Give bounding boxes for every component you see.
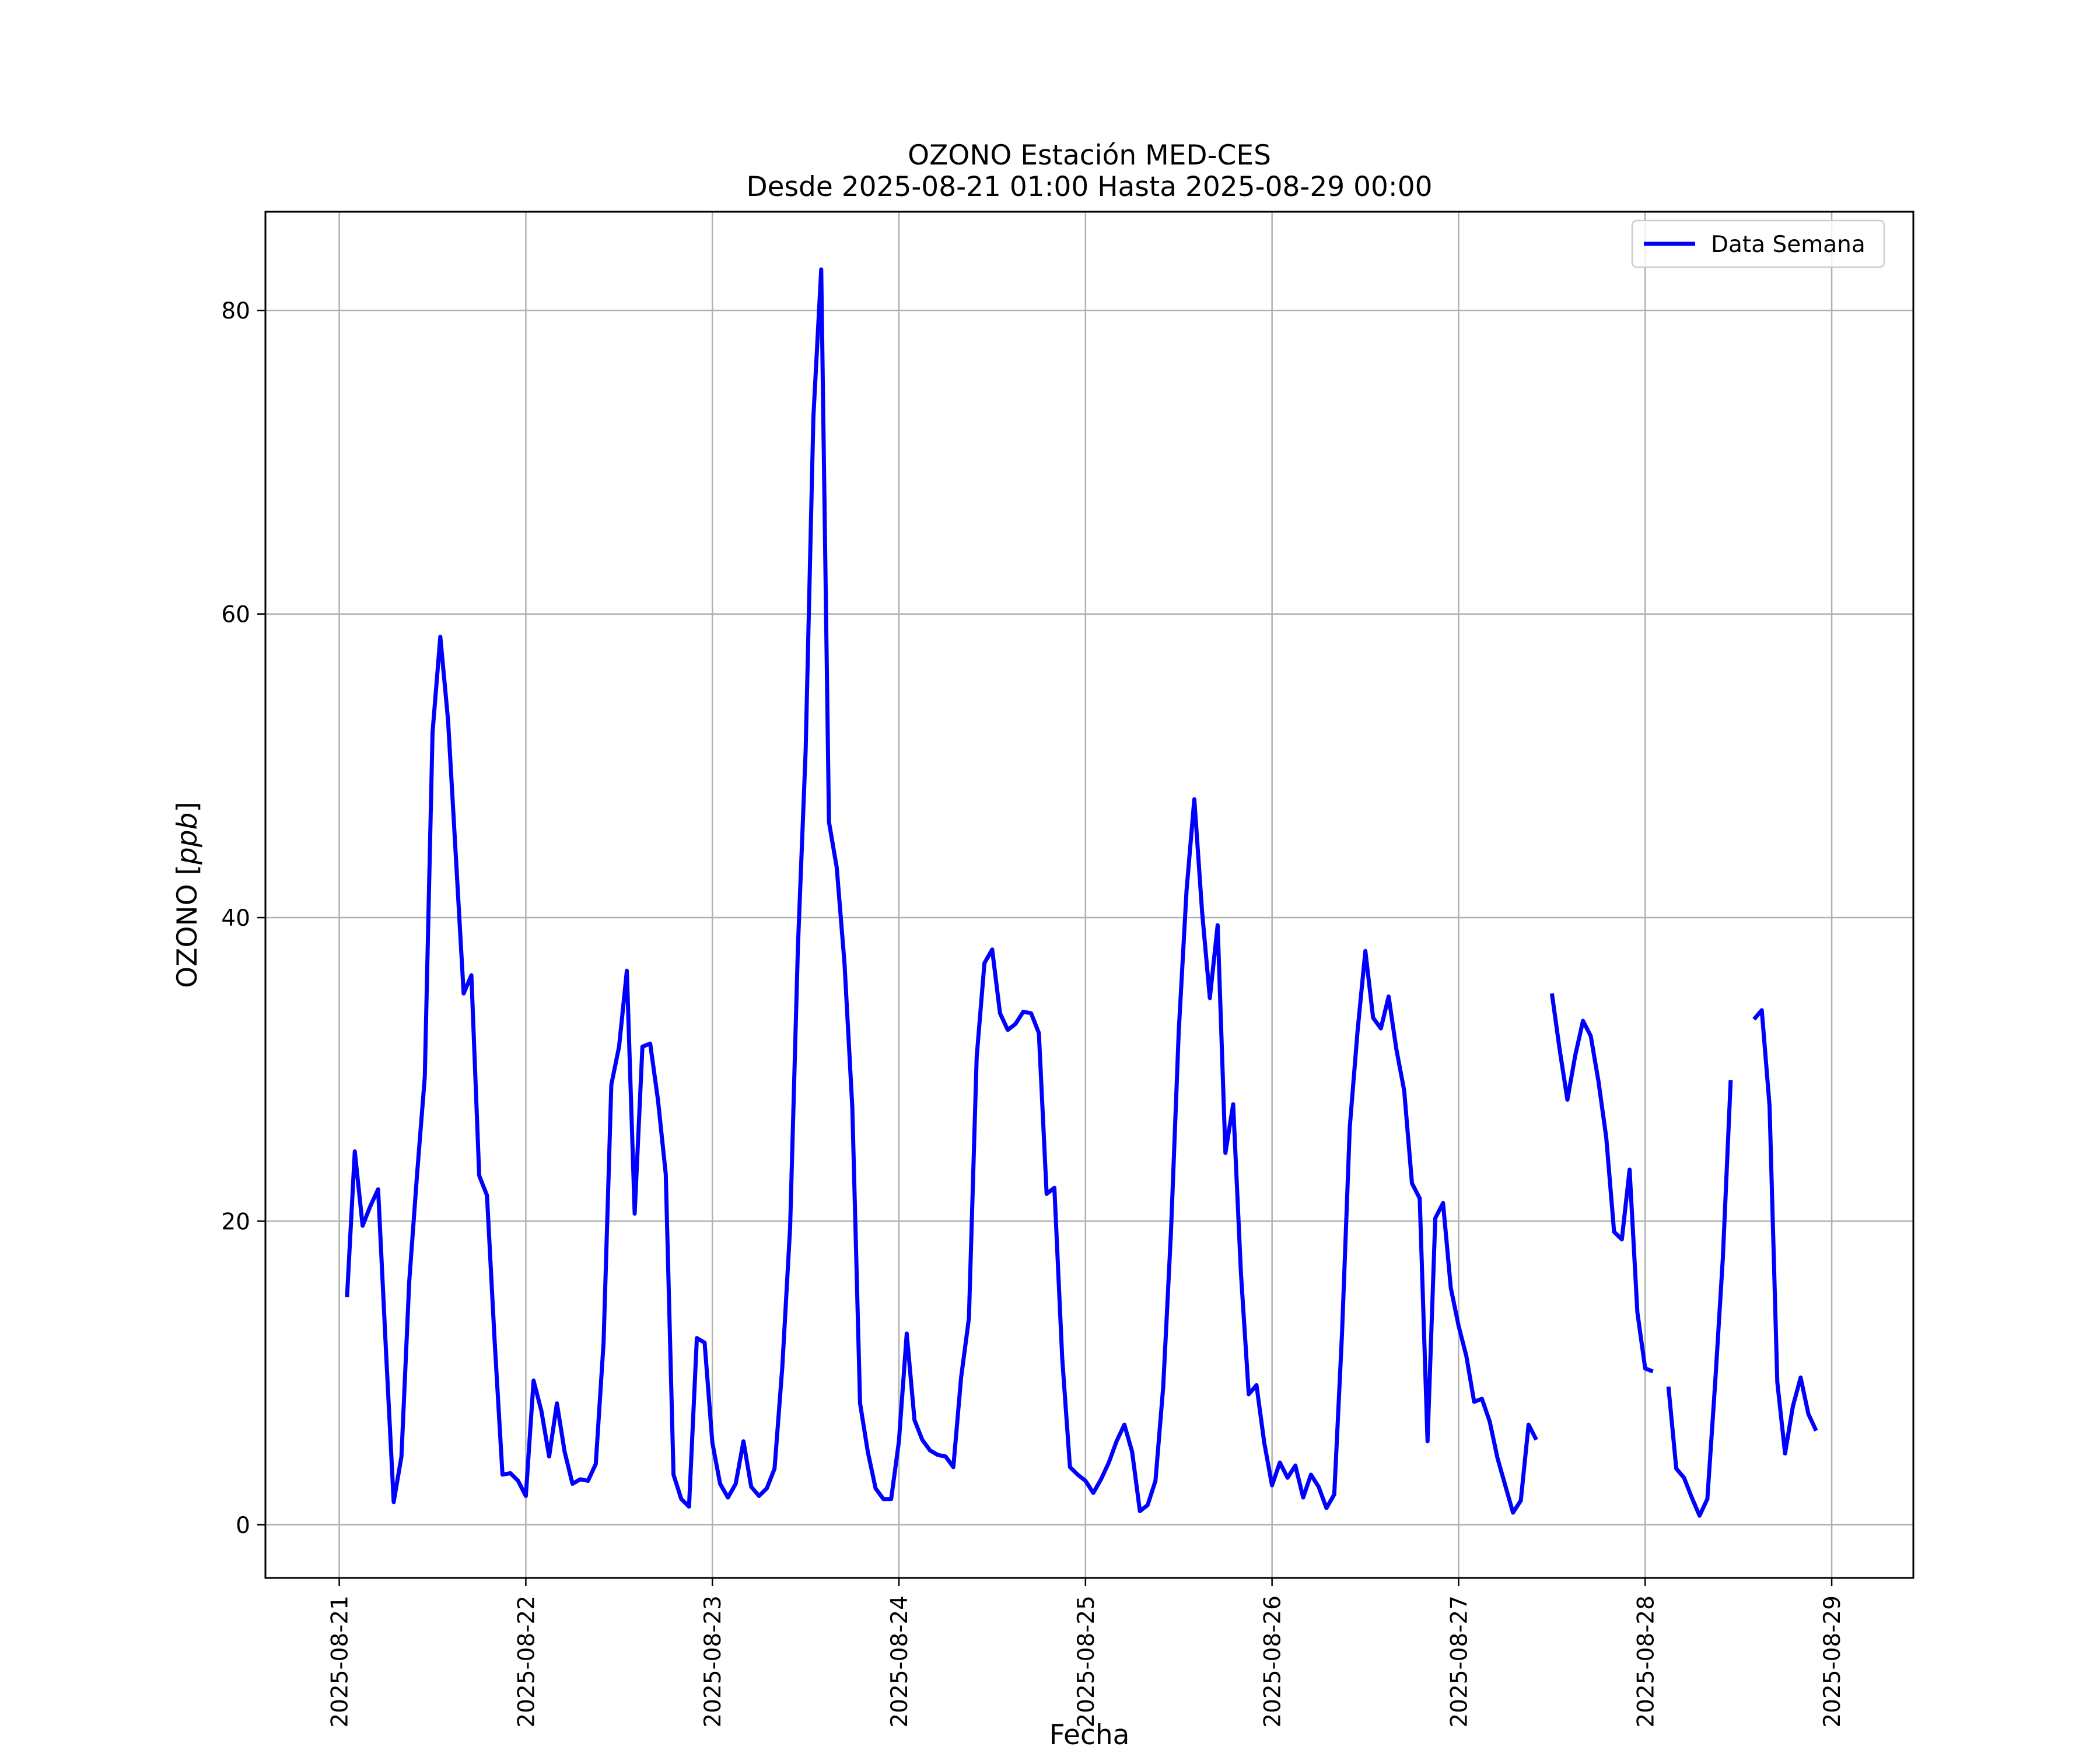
y-axis-label-unit: ppb	[172, 813, 204, 866]
x-tick-label: 2025-08-26	[1260, 1595, 1286, 1728]
ticks: 2025-08-21 2025-08-22 2025-08-23 2025-08-24…	[221, 298, 1846, 1728]
y-tick-label: 0	[236, 1513, 250, 1539]
x-tick-label: 2025-08-22	[513, 1595, 540, 1728]
y-axis-label-bracket-open: [	[172, 864, 204, 884]
legend-box	[1631, 219, 1885, 268]
legend: Data Semana	[1631, 219, 1885, 268]
x-tick-label: 2025-08-29	[1819, 1595, 1846, 1728]
x-tick-label: 2025-08-21	[327, 1595, 354, 1728]
y-axis-label: OZONO [ppb]	[172, 802, 204, 988]
plot-frame	[264, 211, 1915, 1579]
y-axis-label-name: OZONO	[172, 884, 204, 988]
x-tick-label: 2025-08-25	[1073, 1595, 1100, 1728]
y-tick-label: 40	[221, 905, 250, 932]
series-layer	[345, 267, 1818, 1518]
chart-subtitle: Desde 2025-08-21 01:00 Hasta 2025-08-29 …	[746, 171, 1432, 203]
series-line-segment	[1549, 993, 1654, 1374]
x-tick-label: 2025-08-28	[1633, 1595, 1659, 1728]
x-axis-label: Fecha	[1049, 1719, 1130, 1750]
x-tick-label: 2025-08-23	[700, 1595, 726, 1728]
y-tick-label: 60	[221, 602, 250, 628]
y-axis-label-bracket-close: ]	[172, 802, 204, 812]
x-tick-label: 2025-08-24	[887, 1595, 913, 1728]
legend-label: Data Semana	[1711, 232, 1866, 258]
series-line-segment	[345, 267, 1538, 1515]
grid	[265, 212, 1913, 1578]
series-line-segment	[1666, 1080, 1733, 1518]
series-line-segment	[1752, 1008, 1818, 1456]
y-tick-label: 80	[221, 298, 250, 324]
x-tick-label: 2025-08-27	[1446, 1595, 1472, 1728]
y-tick-label: 20	[221, 1209, 250, 1235]
chart-title: OZONO Estación MED-CES	[908, 139, 1271, 172]
